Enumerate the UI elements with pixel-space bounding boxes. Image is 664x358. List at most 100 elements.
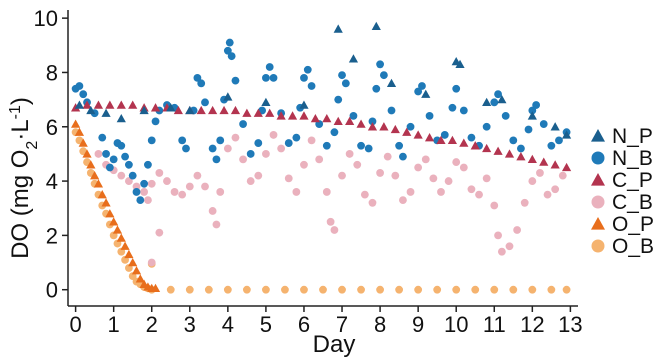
data-point: [482, 143, 492, 153]
data-point: [269, 73, 278, 82]
data-point: [155, 169, 164, 177]
data-point: [532, 101, 541, 109]
data-point: [505, 242, 514, 251]
data-point: [390, 124, 400, 134]
data-point: [94, 150, 103, 158]
series-c-p: [71, 100, 572, 172]
data-point: [182, 144, 190, 153]
data-point: [242, 285, 251, 294]
series-n-b: [71, 38, 571, 204]
data-point: [528, 106, 537, 115]
data-point: [223, 92, 233, 101]
data-point: [376, 285, 384, 294]
data-point: [524, 125, 533, 134]
x-tick-label: 6: [298, 312, 310, 337]
data-point: [204, 285, 213, 294]
data-point: [124, 160, 133, 169]
data-point: [459, 106, 468, 115]
data-point: [315, 155, 324, 164]
data-point: [281, 285, 289, 294]
data-point: [105, 209, 115, 218]
legend-label: C_P: [612, 169, 653, 192]
data-point: [447, 135, 458, 145]
data-point: [490, 201, 499, 210]
data-point: [376, 169, 384, 177]
data-point: [262, 150, 270, 158]
data-point: [303, 65, 312, 74]
legend-label: O_P: [612, 213, 654, 236]
data-point: [372, 84, 381, 93]
data-point: [364, 144, 373, 153]
data-point: [444, 177, 453, 185]
data-point: [90, 171, 100, 180]
legend-item: C_P: [591, 169, 653, 192]
data-point: [424, 133, 435, 142]
data-point: [216, 136, 225, 145]
data-point: [208, 207, 217, 215]
data-point: [120, 241, 130, 250]
data-point: [300, 285, 308, 294]
data-point: [284, 139, 293, 147]
x-axis-title: Day: [313, 331, 356, 358]
data-point: [501, 112, 510, 120]
data-point: [459, 138, 469, 147]
x-tick-label: 9: [412, 312, 424, 337]
data-point: [547, 285, 556, 294]
data-point: [201, 182, 209, 191]
data-point: [219, 105, 229, 115]
data-point: [322, 141, 331, 150]
data-point: [116, 100, 126, 109]
data-point: [98, 133, 107, 142]
legend-item: N_P: [591, 125, 653, 148]
data-point: [78, 138, 88, 147]
data-point: [223, 285, 232, 294]
x-tick-label: 11: [483, 312, 506, 337]
y-tick-label: 0: [46, 278, 58, 303]
data-point: [429, 174, 438, 183]
data-point: [436, 135, 446, 145]
data-point: [284, 174, 293, 183]
data-point: [418, 82, 426, 90]
legend-label: C_B: [612, 191, 653, 214]
series-n-p: [74, 21, 572, 139]
data-point: [550, 160, 560, 169]
data-point: [448, 103, 457, 112]
data-point: [367, 122, 378, 131]
data-point: [231, 76, 240, 85]
data-point: [414, 87, 423, 96]
data-point: [223, 46, 232, 55]
data-point: [239, 155, 247, 164]
data-point: [307, 136, 316, 145]
x-tick-label: 2: [146, 312, 158, 337]
data-point: [490, 98, 499, 107]
data-point: [357, 141, 365, 150]
data-point: [399, 196, 407, 204]
data-point: [74, 127, 85, 136]
data-point: [109, 155, 118, 164]
data-point: [261, 97, 271, 107]
data-point: [440, 131, 449, 139]
data-point: [399, 152, 407, 161]
data-point: [333, 116, 343, 126]
data-point: [520, 198, 529, 207]
data-point: [147, 258, 156, 267]
data-point: [395, 141, 404, 150]
x-tick-label: 1: [108, 312, 120, 337]
data-point: [128, 257, 138, 267]
data-point: [193, 73, 202, 82]
data-point: [433, 285, 442, 294]
data-point: [225, 38, 234, 47]
data-point: [79, 90, 88, 99]
data-point: [376, 60, 384, 69]
data-point: [144, 160, 152, 169]
data-point: [561, 162, 572, 172]
data-point: [185, 105, 195, 115]
legend-label: N_B: [612, 147, 653, 170]
data-point: [265, 108, 275, 117]
data-point: [334, 95, 343, 104]
data-point: [262, 285, 270, 294]
x-tick-label: 7: [336, 312, 348, 337]
data-point: [109, 217, 119, 226]
data-point: [201, 98, 209, 107]
data-point: [93, 179, 104, 188]
